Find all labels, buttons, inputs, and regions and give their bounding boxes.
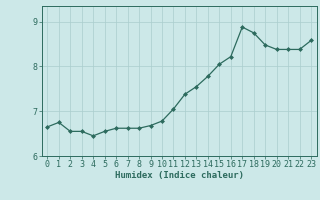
X-axis label: Humidex (Indice chaleur): Humidex (Indice chaleur) <box>115 171 244 180</box>
